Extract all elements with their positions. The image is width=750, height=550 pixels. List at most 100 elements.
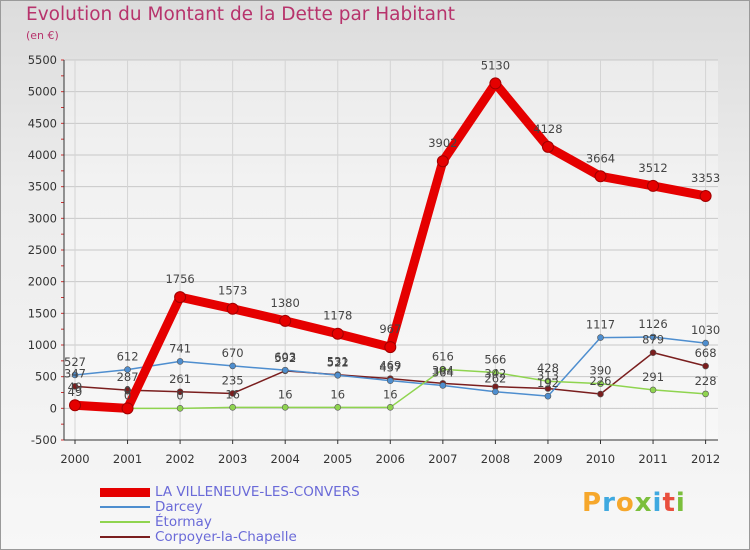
data-label: 3353: [691, 171, 720, 185]
data-label: 0: [124, 383, 131, 397]
data-label: 1117: [586, 318, 615, 332]
data-label: 5130: [481, 58, 510, 72]
legend-swatch: [100, 536, 150, 538]
data-label: 967: [379, 322, 401, 336]
logo-letter: P: [582, 488, 603, 518]
data-point: [229, 390, 236, 397]
legend-item: LA VILLENEUVE-LES-CONVERS: [100, 485, 460, 500]
data-label: 1756: [165, 272, 194, 286]
x-tick-label: 2010: [586, 452, 615, 466]
data-point: [331, 327, 344, 340]
data-point: [489, 77, 502, 90]
proxiti-logo: Proxiti: [582, 488, 686, 518]
y-tick-label: 2000: [28, 275, 57, 289]
data-label: 347: [64, 366, 86, 380]
data-label: 16: [383, 387, 398, 401]
x-tick-label: 2002: [165, 452, 194, 466]
data-label: 592: [274, 351, 296, 365]
data-label: 261: [169, 372, 191, 386]
data-label: 612: [117, 350, 139, 364]
data-point: [334, 404, 342, 411]
data-point: [649, 386, 657, 394]
data-point: [699, 189, 712, 202]
data-label: 603: [274, 350, 296, 364]
y-tick-label: 2500: [28, 243, 57, 257]
y-tick-label: 3000: [28, 211, 57, 225]
legend-label: Corpoyer-la-Chapelle: [155, 529, 297, 545]
data-label: 1573: [218, 284, 247, 298]
data-point: [334, 371, 342, 379]
logo-letter: x: [634, 488, 653, 518]
legend-swatch: [100, 487, 150, 497]
data-point: [702, 339, 709, 347]
logo-letter: r: [602, 488, 616, 518]
y-tick-label: -500: [31, 433, 57, 447]
legend-swatch: [100, 506, 150, 508]
data-label: 566: [484, 352, 506, 366]
data-point: [176, 405, 184, 412]
data-label: 342: [484, 367, 506, 381]
data-label: 522: [327, 355, 349, 369]
data-label: 437: [379, 361, 401, 375]
data-label: 741: [169, 341, 191, 355]
data-point: [492, 388, 499, 396]
x-tick-label: 2005: [323, 452, 352, 466]
data-label: 616: [432, 349, 454, 363]
data-point: [544, 392, 552, 400]
legend-label: Darcey: [155, 499, 203, 515]
data-label: 394: [432, 363, 454, 377]
data-point: [386, 377, 394, 384]
data-label: 16: [225, 387, 240, 401]
data-point: [71, 383, 79, 390]
data-point: [124, 386, 131, 394]
data-label: 670: [222, 346, 244, 360]
data-point: [281, 404, 289, 411]
chart-legend: LA VILLENEUVE-LES-CONVERS Darcey Étormay Co…: [100, 485, 460, 545]
data-point: [597, 380, 604, 387]
data-label: 527: [64, 355, 86, 369]
x-tick-label: 2008: [481, 452, 510, 466]
data-label: 0: [124, 388, 131, 402]
chart-title: Evolution du Montant de la Dette par Hab…: [26, 4, 455, 25]
data-point: [544, 377, 552, 385]
data-point: [597, 334, 604, 341]
legend-label: Étormay: [155, 514, 212, 530]
data-label: 262: [484, 372, 506, 386]
data-point: [439, 382, 447, 389]
data-label: 879: [642, 333, 664, 347]
data-point: [71, 371, 79, 379]
chart-subtitle: (en €): [26, 29, 59, 42]
data-label: 1030: [691, 323, 720, 337]
y-tick-label: 0: [50, 401, 57, 415]
data-point: [492, 369, 499, 376]
y-tick-label: 5500: [28, 53, 57, 67]
data-point: [386, 404, 394, 411]
data-label: 668: [695, 346, 717, 360]
data-point: [279, 314, 292, 327]
data-label: 287: [117, 370, 139, 384]
data-label: 390: [590, 364, 612, 378]
data-label: 0: [176, 388, 183, 402]
data-point: [174, 291, 187, 304]
y-tick-label: 5000: [28, 85, 57, 99]
data-label: 1380: [271, 296, 300, 310]
logo-letter: i: [652, 488, 663, 518]
y-tick-label: 1500: [28, 306, 57, 320]
data-point: [649, 333, 657, 341]
legend-item: Corpoyer-la-Chapelle: [100, 530, 460, 545]
logo-letter: o: [615, 488, 635, 518]
data-label: 49: [68, 385, 83, 399]
data-label: 3664: [586, 151, 615, 165]
data-point: [649, 349, 657, 356]
x-tick-label: 2011: [638, 452, 667, 466]
data-label: 235: [222, 373, 244, 387]
data-point: [121, 402, 134, 415]
x-tick-label: 2000: [60, 452, 89, 466]
data-point: [226, 302, 239, 315]
x-tick-label: 2001: [113, 452, 142, 466]
x-tick-label: 2012: [691, 452, 720, 466]
data-point: [647, 179, 660, 192]
data-point: [176, 388, 184, 396]
data-label: 16: [330, 387, 345, 401]
data-label: 16: [278, 387, 293, 401]
